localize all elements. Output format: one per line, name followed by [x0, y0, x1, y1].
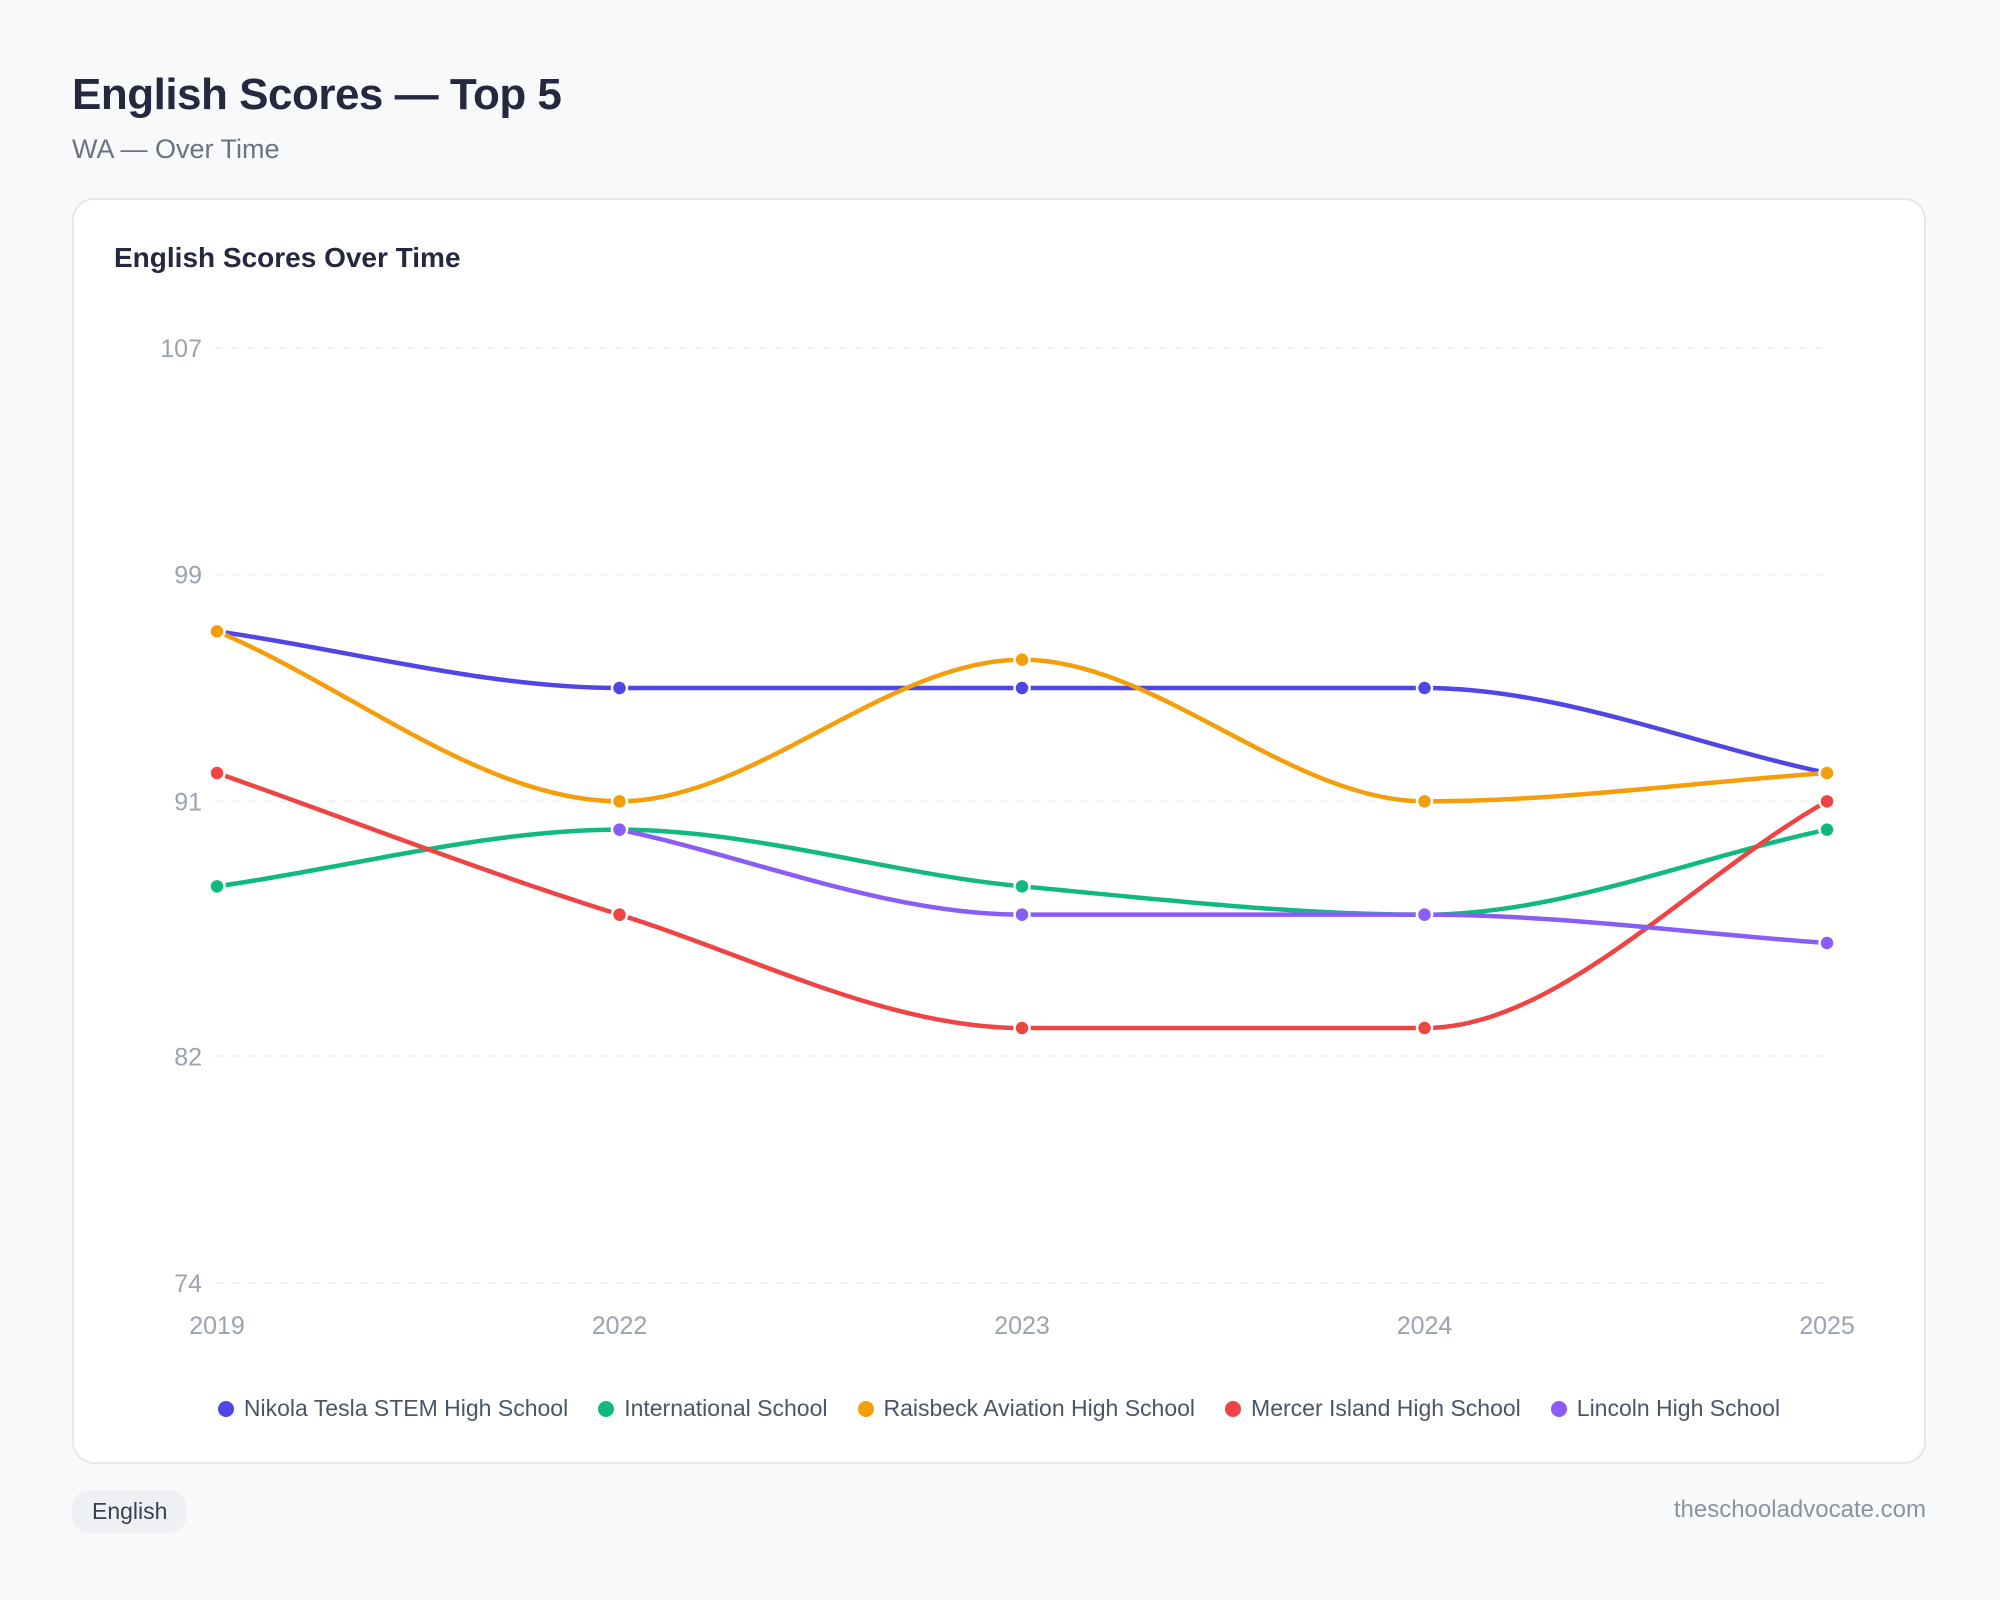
y-tick-label: 99 — [174, 562, 202, 590]
series-line — [617, 827, 1830, 946]
legend-dot-icon — [1550, 1400, 1567, 1417]
data-point — [1013, 679, 1031, 697]
legend-dot-icon — [598, 1400, 615, 1417]
chart-legend: Nikola Tesla STEM High School Internation… — [74, 1395, 1924, 1422]
legend-item[interactable]: Lincoln High School — [1550, 1395, 1781, 1422]
x-tick-label: 2022 — [592, 1312, 648, 1340]
chart-title: English Scores Over Time — [114, 242, 461, 273]
data-point — [208, 764, 226, 782]
legend-label: Nikola Tesla STEM High School — [243, 1395, 569, 1421]
y-tick-label: 74 — [174, 1270, 202, 1298]
line-chart: 74 82 91 99 107 2019 2022 2023 2024 2025 — [160, 335, 1855, 1340]
data-point — [1415, 1019, 1434, 1037]
data-point — [1818, 792, 1836, 811]
data-point — [1013, 650, 1031, 669]
series-line — [214, 770, 1830, 1031]
legend-label: Raisbeck Aviation High School — [883, 1395, 1196, 1421]
chart-card: English Scores Over Time 74 82 91 99 107 2019… — [72, 198, 1926, 1464]
y-tick-label: 107 — [160, 335, 202, 363]
subject-tag[interactable]: English — [72, 1490, 188, 1533]
legend-item[interactable]: Nikola Tesla STEM High School — [217, 1395, 569, 1422]
data-point — [208, 877, 226, 896]
legend-item[interactable]: Mercer Island High School — [1225, 1395, 1521, 1422]
data-point — [1415, 679, 1434, 697]
page-title: English Scores — Top 5 — [72, 70, 562, 119]
data-point — [1818, 934, 1836, 952]
legend-item[interactable]: Raisbeck Aviation High School — [857, 1395, 1196, 1422]
y-tick-label: 82 — [174, 1043, 202, 1071]
data-point — [1013, 905, 1031, 924]
data-point — [208, 622, 226, 641]
legend-label: Mercer Island High School — [1251, 1395, 1521, 1421]
legend-label: Lincoln High School — [1576, 1395, 1781, 1421]
x-tick-label: 2023 — [994, 1312, 1050, 1340]
legend-dot-icon — [217, 1400, 234, 1417]
legend-label: International School — [624, 1395, 828, 1421]
series-line — [214, 827, 1830, 917]
data-point — [1818, 820, 1836, 839]
x-tick-label: 2019 — [189, 1312, 245, 1340]
legend-dot-icon — [1225, 1400, 1242, 1417]
data-point — [1013, 1019, 1031, 1037]
data-point — [610, 792, 629, 811]
x-tick-label: 2025 — [1799, 1312, 1855, 1340]
y-tick-label: 91 — [174, 788, 202, 816]
data-point — [1818, 764, 1836, 782]
page-subtitle: WA — Over Time — [72, 134, 280, 164]
legend-item[interactable]: International School — [598, 1395, 828, 1422]
data-point — [1013, 877, 1031, 896]
data-point — [1415, 905, 1434, 924]
site-link[interactable]: theschooladvocate.com — [1673, 1496, 1926, 1523]
data-point — [610, 820, 629, 839]
data-point — [610, 905, 629, 924]
data-point — [1415, 792, 1434, 811]
x-tick-label: 2024 — [1397, 1312, 1453, 1340]
data-point — [610, 679, 629, 697]
legend-dot-icon — [857, 1400, 874, 1417]
